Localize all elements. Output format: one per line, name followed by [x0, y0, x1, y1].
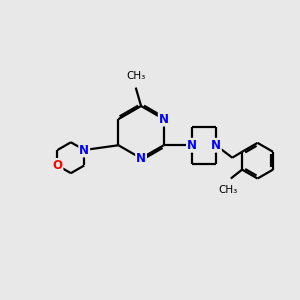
Text: N: N [79, 143, 89, 157]
Text: O: O [52, 159, 62, 172]
Text: CH₃: CH₃ [219, 185, 238, 195]
Text: N: N [211, 139, 221, 152]
Text: CH₃: CH₃ [126, 71, 146, 81]
Text: N: N [136, 152, 146, 165]
Text: N: N [159, 112, 169, 126]
Text: N: N [187, 139, 197, 152]
